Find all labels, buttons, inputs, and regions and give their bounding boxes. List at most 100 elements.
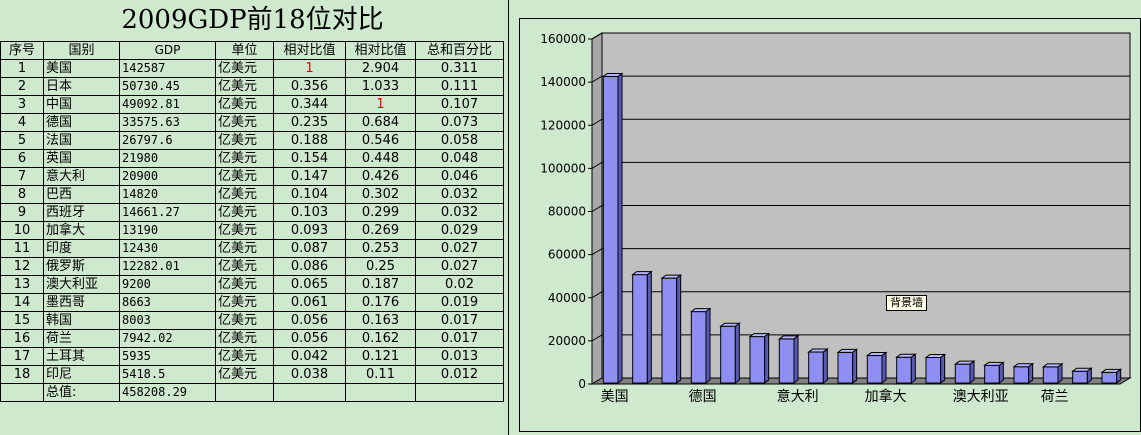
cell-ratio-us[interactable]: 0.065 <box>273 275 346 294</box>
cell-country[interactable]: 美国 <box>43 59 120 78</box>
cell-share[interactable]: 0.027 <box>415 239 504 258</box>
cell-ratio-cn[interactable]: 0.25 <box>345 257 416 276</box>
cell-ratio-us[interactable]: 0.061 <box>273 293 346 312</box>
cell-country[interactable]: 韩国 <box>43 311 120 330</box>
cell-unit[interactable]: 亿美元 <box>215 185 274 204</box>
cell-gdp[interactable]: 8003 <box>119 311 216 330</box>
cell-gdp[interactable]: 14661.27 <box>119 203 216 222</box>
cell-index[interactable]: 4 <box>0 113 44 132</box>
cell-country[interactable]: 澳大利亚 <box>43 275 120 294</box>
cell-country[interactable]: 西班牙 <box>43 203 120 222</box>
gdp-bar-chart[interactable]: 0 20000 40000 60000 80000 100000 120000 140000 1… <box>519 18 1141 432</box>
cell-index[interactable]: 17 <box>0 347 44 366</box>
header-index[interactable]: 序号 <box>0 41 44 60</box>
cell-index[interactable]: 14 <box>0 293 44 312</box>
bar[interactable] <box>807 348 829 384</box>
bar[interactable] <box>601 72 624 384</box>
total-label[interactable]: 总值: <box>43 383 120 402</box>
cell-unit[interactable]: 亿美元 <box>215 167 274 186</box>
chart-canvas[interactable]: 0 20000 40000 60000 80000 100000 120000 140000 1… <box>520 19 1140 431</box>
cell-country[interactable]: 中国 <box>43 95 120 114</box>
cell-ratio-us[interactable]: 0.087 <box>273 239 346 258</box>
cell-index[interactable]: 10 <box>0 221 44 240</box>
cell-unit[interactable]: 亿美元 <box>215 131 274 150</box>
cell-index[interactable]: 2 <box>0 77 44 96</box>
cell-country[interactable]: 印度 <box>43 239 120 258</box>
cell-ratio-us[interactable]: 0.056 <box>273 311 346 330</box>
cell-gdp[interactable]: 13190 <box>119 221 216 240</box>
cell-country[interactable]: 巴西 <box>43 185 120 204</box>
cell-ratio-us[interactable]: 0.147 <box>273 167 346 186</box>
cell-gdp[interactable]: 26797.6 <box>119 131 216 150</box>
cell-share[interactable]: 0.032 <box>415 185 504 204</box>
cell-unit[interactable]: 亿美元 <box>215 257 274 276</box>
cell-index[interactable]: 11 <box>0 239 44 258</box>
header-unit[interactable]: 单位 <box>215 41 274 60</box>
header-ratio-cn[interactable]: 相对比值 <box>345 41 416 60</box>
bar[interactable] <box>777 334 800 384</box>
cell-share[interactable]: 0.017 <box>415 311 504 330</box>
cell-gdp[interactable]: 33575.63 <box>119 113 216 132</box>
cell-gdp[interactable]: 49092.81 <box>119 95 216 114</box>
cell-share[interactable]: 0.046 <box>415 167 504 186</box>
cell-unit[interactable]: 亿美元 <box>215 113 274 132</box>
cell-index[interactable]: 1 <box>0 59 44 78</box>
sheet-title[interactable]: 2009GDP前18位对比 <box>121 5 384 35</box>
cell-empty[interactable] <box>273 383 346 402</box>
cell-unit[interactable]: 亿美元 <box>215 203 274 222</box>
cell-index[interactable]: 8 <box>0 185 44 204</box>
cell-ratio-cn[interactable]: 0.187 <box>345 275 416 294</box>
cell-ratio-cn[interactable]: 0.426 <box>345 167 416 186</box>
bar[interactable] <box>1041 362 1064 384</box>
cell-share[interactable]: 0.032 <box>415 203 504 222</box>
cell-ratio-us[interactable]: 1 <box>273 59 346 78</box>
cell-ratio-cn[interactable]: 0.11 <box>345 365 416 384</box>
cell-gdp[interactable]: 8663 <box>119 293 216 312</box>
cell-ratio-cn[interactable]: 1.033 <box>345 77 416 96</box>
cell-index[interactable]: 12 <box>0 257 44 276</box>
bar[interactable] <box>1100 368 1123 384</box>
cell-ratio-cn[interactable]: 0.546 <box>345 131 416 150</box>
cell-ratio-cn[interactable]: 0.269 <box>345 221 416 240</box>
cell-share[interactable]: 0.027 <box>415 257 504 276</box>
cell-country[interactable]: 荷兰 <box>43 329 120 348</box>
cell-ratio-us[interactable]: 0.038 <box>273 365 346 384</box>
bar[interactable] <box>836 348 859 384</box>
cell-ratio-us[interactable]: 0.154 <box>273 149 346 168</box>
cell-share[interactable]: 0.107 <box>415 95 504 114</box>
cell-share[interactable]: 0.017 <box>415 329 504 348</box>
cell-unit[interactable]: 亿美元 <box>215 95 274 114</box>
cell-index[interactable]: 7 <box>0 167 44 186</box>
cell-share[interactable]: 0.073 <box>415 113 504 132</box>
cell-country[interactable]: 英国 <box>43 149 120 168</box>
bar[interactable] <box>924 353 947 384</box>
cell-ratio-us[interactable]: 0.056 <box>273 329 346 348</box>
cell-empty[interactable] <box>345 383 416 402</box>
cell-gdp[interactable]: 9200 <box>119 275 216 294</box>
cell-share[interactable]: 0.012 <box>415 365 504 384</box>
cell-gdp[interactable]: 12430 <box>119 239 216 258</box>
cell-ratio-us[interactable]: 0.103 <box>273 203 346 222</box>
cell-index[interactable]: 9 <box>0 203 44 222</box>
cell-gdp[interactable]: 14820 <box>119 185 216 204</box>
cell-ratio-cn[interactable]: 0.299 <box>345 203 416 222</box>
cell-share[interactable]: 0.058 <box>415 131 504 150</box>
cell-ratio-cn[interactable]: 0.163 <box>345 311 416 330</box>
bar[interactable] <box>660 274 683 384</box>
cell-unit[interactable]: 亿美元 <box>215 365 274 384</box>
cell-gdp[interactable]: 142587 <box>119 59 216 78</box>
cell-empty[interactable] <box>0 383 44 402</box>
bar[interactable] <box>719 322 741 384</box>
bar[interactable] <box>953 360 976 384</box>
cell-share[interactable]: 0.013 <box>415 347 504 366</box>
cell-index[interactable]: 3 <box>0 95 44 114</box>
cell-ratio-cn[interactable]: 0.176 <box>345 293 416 312</box>
cell-country[interactable]: 法国 <box>43 131 120 150</box>
cell-gdp[interactable]: 5935 <box>119 347 216 366</box>
cell-index[interactable]: 13 <box>0 275 44 294</box>
cell-index[interactable]: 5 <box>0 131 44 150</box>
cell-country[interactable]: 印尼 <box>43 365 120 384</box>
cell-ratio-cn[interactable]: 2.904 <box>345 59 416 78</box>
cell-ratio-cn[interactable]: 0.302 <box>345 185 416 204</box>
cell-gdp[interactable]: 20900 <box>119 167 216 186</box>
